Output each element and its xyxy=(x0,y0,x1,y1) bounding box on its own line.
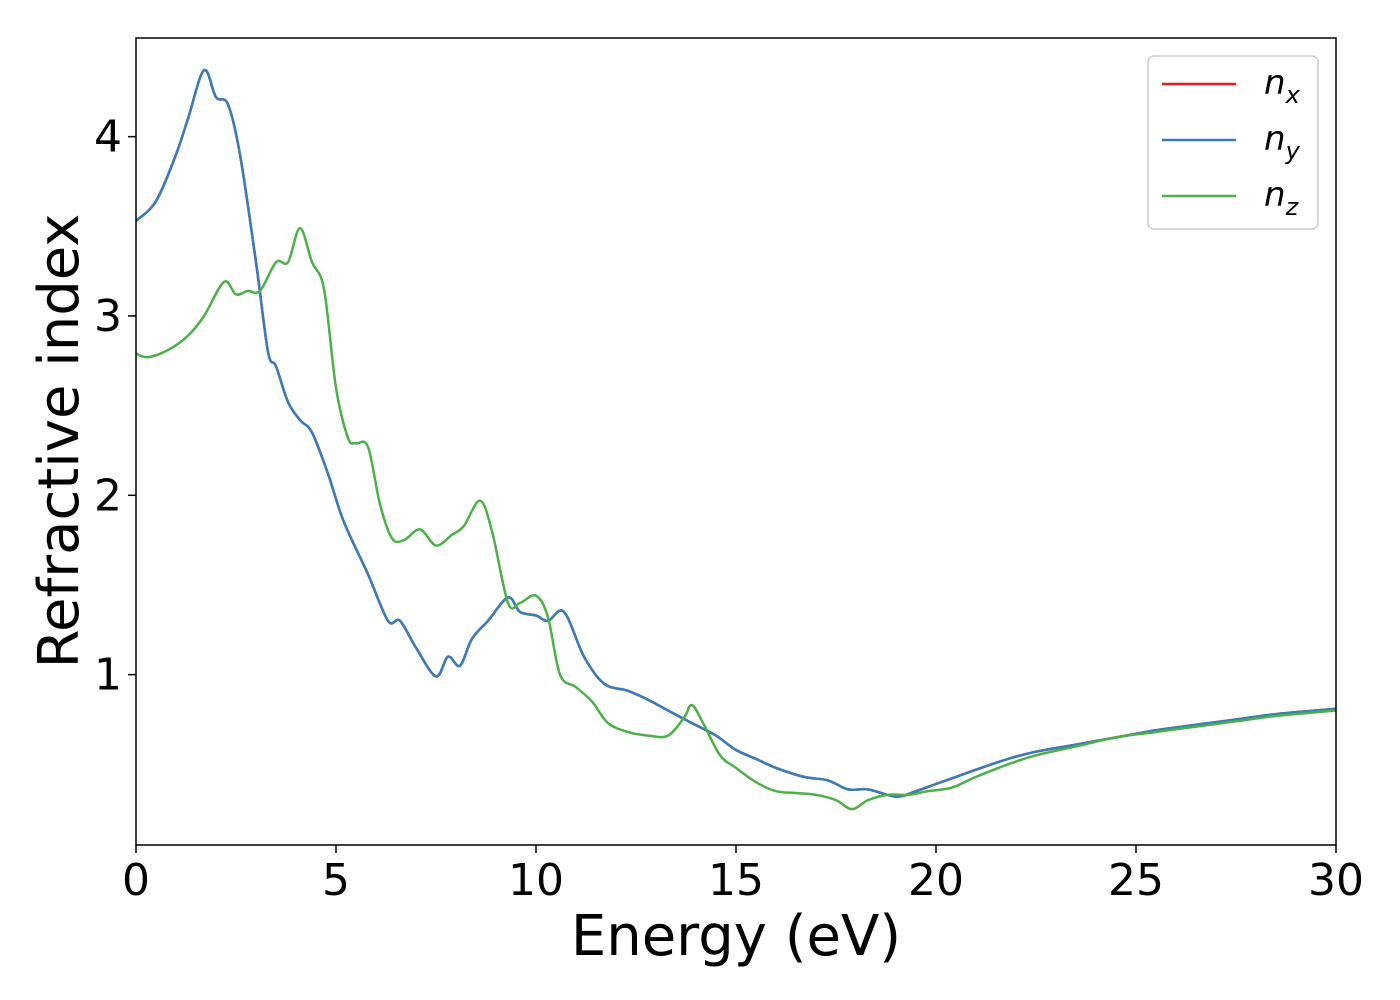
x-axis-title: Energy (eV) xyxy=(571,904,901,969)
y-axis-ticks: 1 2 3 4 xyxy=(94,112,136,701)
legend-label-x: nx xyxy=(1264,63,1301,109)
x-tick-label: 10 xyxy=(508,855,564,906)
x-tick-label: 25 xyxy=(1108,855,1164,906)
series-line-y xyxy=(135,68,1337,798)
y-tick-label: 4 xyxy=(94,112,122,163)
y-tick-label: 2 xyxy=(94,470,122,521)
x-axis-ticks: 0 5 10 15 20 25 30 xyxy=(122,845,1364,906)
legend-label-y: ny xyxy=(1264,119,1301,165)
y-tick-label: 3 xyxy=(94,291,122,342)
x-tick-label: 0 xyxy=(122,855,150,906)
legend: nx ny nz xyxy=(1147,55,1319,230)
series-line-z xyxy=(135,226,1337,811)
x-tick-label: 30 xyxy=(1308,855,1364,906)
x-tick-label: 20 xyxy=(908,855,964,906)
legend-label-z: nz xyxy=(1264,175,1300,221)
series-layer xyxy=(135,68,1337,811)
x-tick-label: 5 xyxy=(322,855,350,906)
x-tick-label: 15 xyxy=(708,855,764,906)
y-tick-label: 1 xyxy=(94,650,122,701)
legend-box xyxy=(1147,55,1319,230)
y-axis-title: Refractive index xyxy=(27,214,92,669)
